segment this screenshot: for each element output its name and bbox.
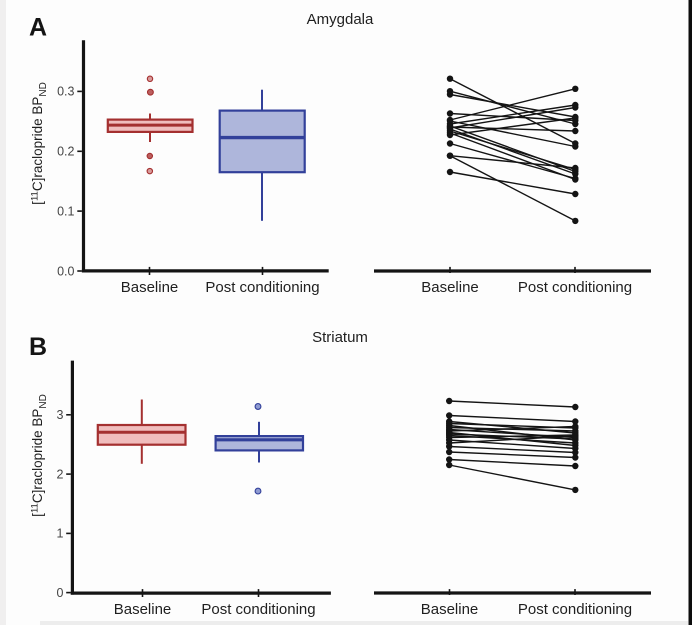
- svg-text:2: 2: [57, 467, 64, 481]
- svg-text:Amygdala: Amygdala: [307, 11, 374, 28]
- svg-text:Baseline: Baseline: [421, 279, 479, 296]
- svg-text:Post conditioning: Post conditioning: [205, 279, 319, 296]
- svg-text:A: A: [29, 14, 47, 42]
- svg-text:Baseline: Baseline: [114, 601, 172, 618]
- svg-text:0.2: 0.2: [57, 145, 74, 159]
- svg-text:[11C]raclopride BPND: [11C]raclopride BPND: [30, 394, 50, 517]
- svg-text:1: 1: [57, 527, 64, 541]
- svg-text:Post conditioning: Post conditioning: [518, 279, 632, 296]
- svg-text:0.0: 0.0: [57, 264, 74, 278]
- svg-text:0.1: 0.1: [57, 204, 74, 218]
- svg-text:Baseline: Baseline: [421, 601, 479, 618]
- svg-text:B: B: [29, 333, 47, 361]
- svg-text:3: 3: [57, 408, 64, 422]
- svg-text:Baseline: Baseline: [121, 279, 179, 296]
- svg-text:[11C]raclopride BPND: [11C]raclopride BPND: [30, 82, 50, 205]
- svg-text:Post conditioning: Post conditioning: [518, 601, 632, 618]
- svg-text:Post conditioning: Post conditioning: [201, 601, 315, 618]
- svg-text:Striatum: Striatum: [312, 329, 368, 346]
- svg-text:0.3: 0.3: [57, 85, 74, 99]
- svg-text:0: 0: [57, 586, 64, 600]
